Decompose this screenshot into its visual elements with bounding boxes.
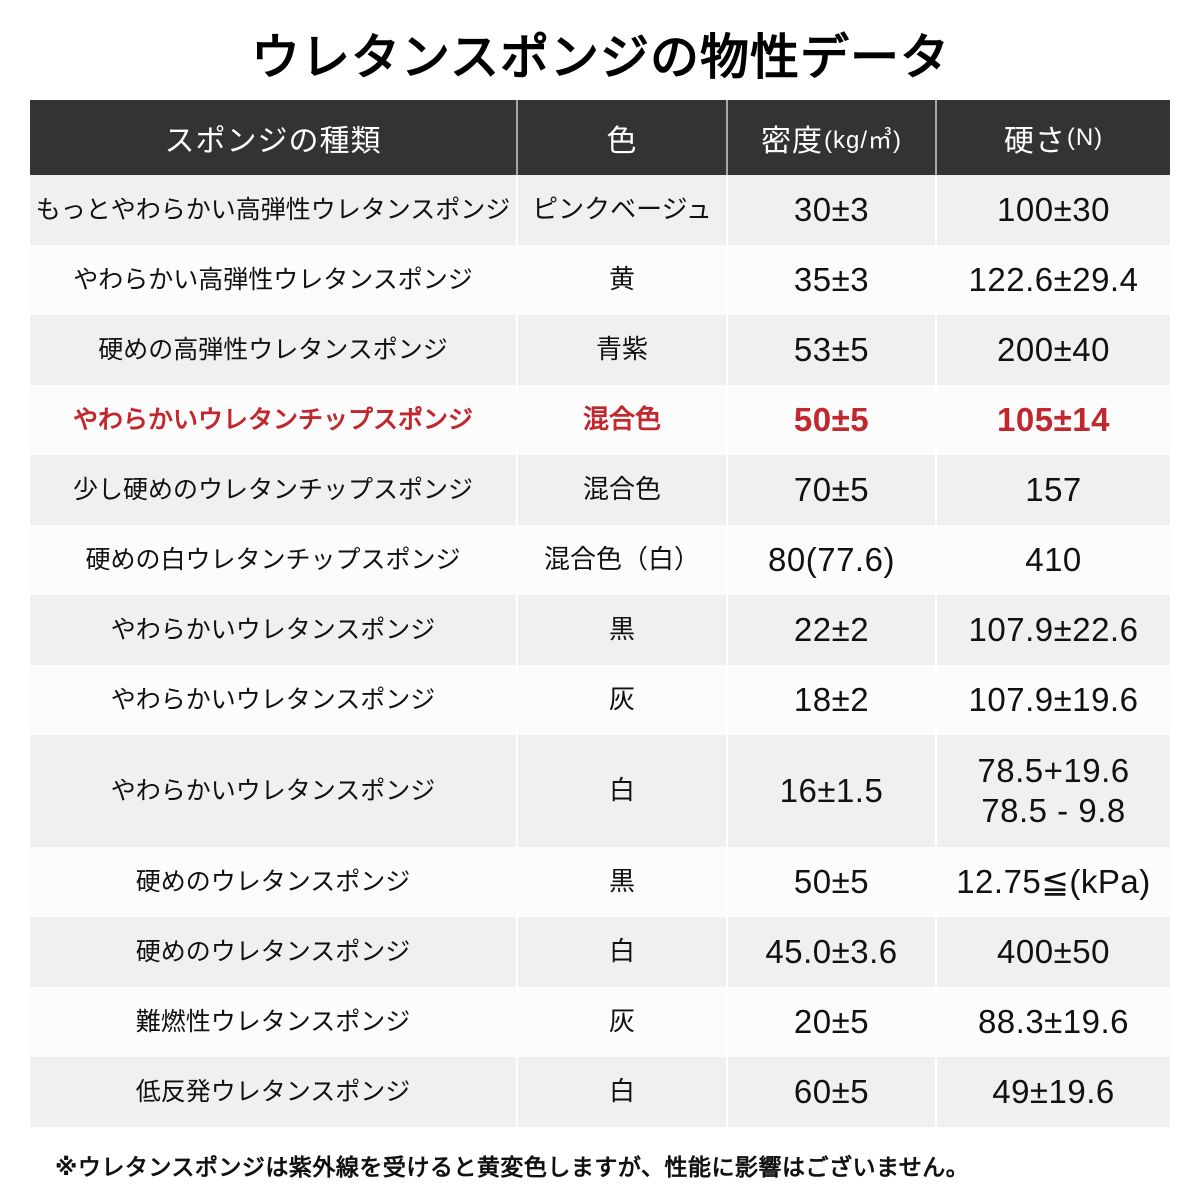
sponge-type-cell: 硬めのウレタンスポンジ xyxy=(30,917,518,987)
table-row: やわらかい高弾性ウレタンスポンジ 黄 35±3 122.6±29.4 xyxy=(30,245,1170,315)
table-row: 難燃性ウレタンスポンジ 灰 20±5 88.3±19.6 xyxy=(30,987,1170,1057)
density-cell: 20±5 xyxy=(728,987,937,1057)
table-row: 硬めの高弾性ウレタンスポンジ 青紫 53±5 200±40 xyxy=(30,315,1170,385)
table-row: 硬めのウレタンスポンジ 白 45.0±3.6 400±50 xyxy=(30,917,1170,987)
hardness-cell: 410 xyxy=(1025,540,1082,578)
color-cell: 白 xyxy=(518,917,728,987)
header-sponge-type: スポンジの種類 xyxy=(30,100,518,175)
hardness-cell: 157 xyxy=(1025,470,1082,508)
sponge-spec-table: スポンジの種類 色 密度 (kg/㎥) 硬さ (N) もっとやわらかい高弾性ウレタン… xyxy=(30,100,1170,1127)
density-cell: 18±2 xyxy=(728,665,937,735)
color-cell: 混合色 xyxy=(518,455,728,525)
header-label: 硬さ xyxy=(1003,124,1066,158)
table-row: 少し硬めのウレタンチップスポンジ 混合色 70±5 157 xyxy=(30,455,1170,525)
density-cell: 45.0±3.6 xyxy=(728,917,937,987)
header-label: スポンジの種類 xyxy=(164,124,382,158)
density-cell: 22±2 xyxy=(728,595,937,665)
table-row: やわらかいウレタンスポンジ 白 16±1.5 78.5+19.6 78.5 - … xyxy=(30,735,1170,847)
sponge-type-cell: 硬めの白ウレタンチップスポンジ xyxy=(30,525,518,595)
color-cell: 灰 xyxy=(518,987,728,1057)
hardness-cell: 107.9±19.6 xyxy=(968,680,1139,718)
color-cell: 黄 xyxy=(518,245,728,315)
density-cell: 50±5 xyxy=(728,385,937,455)
density-cell: 80(77.6) xyxy=(728,525,937,595)
header-unit: (N) xyxy=(1066,123,1104,151)
sponge-type-cell: やわらかいウレタンチップスポンジ xyxy=(30,385,518,455)
table-row: やわらかいウレタンスポンジ 黒 22±2 107.9±22.6 xyxy=(30,595,1170,665)
density-cell: 70±5 xyxy=(728,455,937,525)
sponge-type-cell: やわらかいウレタンスポンジ xyxy=(30,595,518,665)
sponge-type-cell: 難燃性ウレタンスポンジ xyxy=(30,987,518,1057)
density-cell: 53±5 xyxy=(728,315,937,385)
table-row: 低反発ウレタンスポンジ 白 60±5 49±19.6 xyxy=(30,1057,1170,1127)
sponge-type-cell: もっとやわらかい高弾性ウレタンスポンジ xyxy=(30,175,518,245)
table-row: 硬めの白ウレタンチップスポンジ 混合色（白） 80(77.6) 410 xyxy=(30,525,1170,595)
color-cell: 混合色（白） xyxy=(518,525,728,595)
hardness-cell: 400±50 xyxy=(997,932,1110,970)
hardness-cell: 200±40 xyxy=(997,330,1110,368)
uv-discoloration-footnote: ※ウレタンスポンジは紫外線を受けると黄変色しますが、性能に影響はございません。 xyxy=(55,1154,970,1180)
header-hardness: 硬さ (N) xyxy=(937,100,1170,175)
hardness-cell: 88.3±19.6 xyxy=(977,1002,1130,1040)
sponge-type-cell: 少し硬めのウレタンチップスポンジ xyxy=(30,455,518,525)
header-label: 密度 xyxy=(761,124,823,158)
hardness-cell: 100±30 xyxy=(997,190,1110,228)
density-cell: 16±1.5 xyxy=(728,735,937,847)
hardness-line-2: 78.5 - 9.8 xyxy=(981,792,1126,829)
color-cell: ピンクベージュ xyxy=(518,175,728,245)
hardness-line-1: 78.5+19.6 xyxy=(977,751,1130,789)
header-unit: (kg/㎥) xyxy=(824,127,902,154)
hardness-cell: 122.6±29.4 xyxy=(968,260,1139,298)
hardness-cell: 49±19.6 xyxy=(992,1072,1115,1110)
color-cell: 混合色 xyxy=(518,385,728,455)
color-cell: 灰 xyxy=(518,665,728,735)
density-cell: 35±3 xyxy=(728,245,937,315)
table-row: もっとやわらかい高弾性ウレタンスポンジ ピンクベージュ 30±3 100±30 xyxy=(30,175,1170,245)
color-cell: 黒 xyxy=(518,595,728,665)
color-cell: 青紫 xyxy=(518,315,728,385)
sponge-type-cell: やわらかい高弾性ウレタンスポンジ xyxy=(30,245,518,315)
table-row: やわらかいウレタンスポンジ 灰 18±2 107.9±19.6 xyxy=(30,665,1170,735)
hardness-cell: 12.75≦(kPa) xyxy=(956,862,1151,900)
density-cell: 60±5 xyxy=(728,1057,937,1127)
sponge-type-cell: やわらかいウレタンスポンジ xyxy=(30,735,518,847)
page-title: ウレタンスポンジの物性データ xyxy=(250,31,951,85)
color-cell: 白 xyxy=(518,1057,728,1127)
color-cell: 黒 xyxy=(518,847,728,917)
sponge-type-cell: 低反発ウレタンスポンジ xyxy=(30,1057,518,1127)
density-cell: 30±3 xyxy=(728,175,937,245)
sponge-type-cell: やわらかいウレタンスポンジ xyxy=(30,665,518,735)
sponge-type-cell: 硬めの高弾性ウレタンスポンジ xyxy=(30,315,518,385)
density-cell: 50±5 xyxy=(728,847,937,917)
header-color: 色 xyxy=(518,100,728,175)
header-density: 密度 (kg/㎥) xyxy=(728,100,937,175)
hardness-cell: 107.9±22.6 xyxy=(968,610,1139,648)
table-row: 硬めのウレタンスポンジ 黒 50±5 12.75≦(kPa) xyxy=(30,847,1170,917)
header-label: 色 xyxy=(606,124,638,158)
color-cell: 白 xyxy=(518,735,728,847)
hardness-cell: 78.5+19.6 78.5 - 9.8 xyxy=(937,735,1170,847)
table-row-highlighted: やわらかいウレタンチップスポンジ 混合色 50±5 105±14 xyxy=(30,385,1170,455)
table-header: スポンジの種類 色 密度 (kg/㎥) 硬さ (N) xyxy=(30,100,1170,175)
sponge-type-cell: 硬めのウレタンスポンジ xyxy=(30,847,518,917)
hardness-cell: 105±14 xyxy=(997,400,1110,438)
